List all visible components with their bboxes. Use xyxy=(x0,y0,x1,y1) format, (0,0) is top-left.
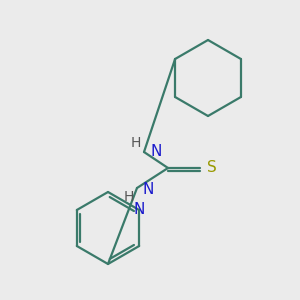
Text: N: N xyxy=(134,202,145,217)
Text: N: N xyxy=(150,143,161,158)
Text: S: S xyxy=(207,160,217,175)
Text: H: H xyxy=(131,136,141,150)
Text: H: H xyxy=(124,190,134,204)
Text: N: N xyxy=(143,182,154,196)
